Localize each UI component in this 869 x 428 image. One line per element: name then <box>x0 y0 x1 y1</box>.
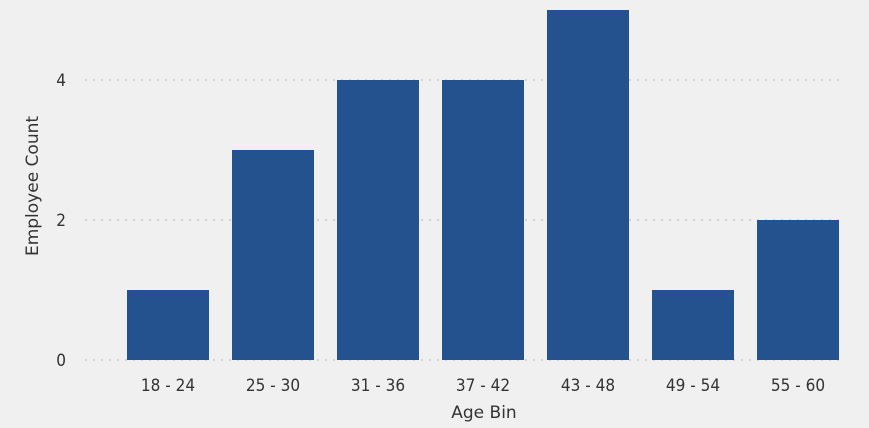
bar-37-42[interactable] <box>442 80 524 360</box>
x-axis-title: Age Bin <box>451 403 516 423</box>
x-axis-ticks: 18 - 24 25 - 30 31 - 36 37 - 42 43 - 48 49 - … <box>141 376 825 396</box>
bar-25-30[interactable] <box>232 150 314 360</box>
bar-49-54[interactable] <box>652 290 734 360</box>
x-tick-label: 18 - 24 <box>141 376 195 396</box>
y-axis-ticks: 0 2 4 <box>56 71 66 371</box>
bar-18-24[interactable] <box>127 290 209 360</box>
bar-43-48[interactable] <box>547 10 629 360</box>
x-tick-label: 49 - 54 <box>666 376 720 396</box>
x-tick-label: 43 - 48 <box>561 376 615 396</box>
y-tick-label: 0 <box>56 351 66 371</box>
x-tick-label: 55 - 60 <box>771 376 825 396</box>
x-tick-label: 37 - 42 <box>456 376 510 396</box>
bar-31-36[interactable] <box>337 80 419 360</box>
y-tick-label: 4 <box>56 71 66 91</box>
bar-55-60[interactable] <box>757 220 839 360</box>
bars <box>127 10 839 360</box>
y-axis-title: Employee Count <box>23 116 43 256</box>
y-tick-label: 2 <box>56 211 66 231</box>
x-tick-label: 31 - 36 <box>351 376 405 396</box>
x-tick-label: 25 - 30 <box>246 376 300 396</box>
